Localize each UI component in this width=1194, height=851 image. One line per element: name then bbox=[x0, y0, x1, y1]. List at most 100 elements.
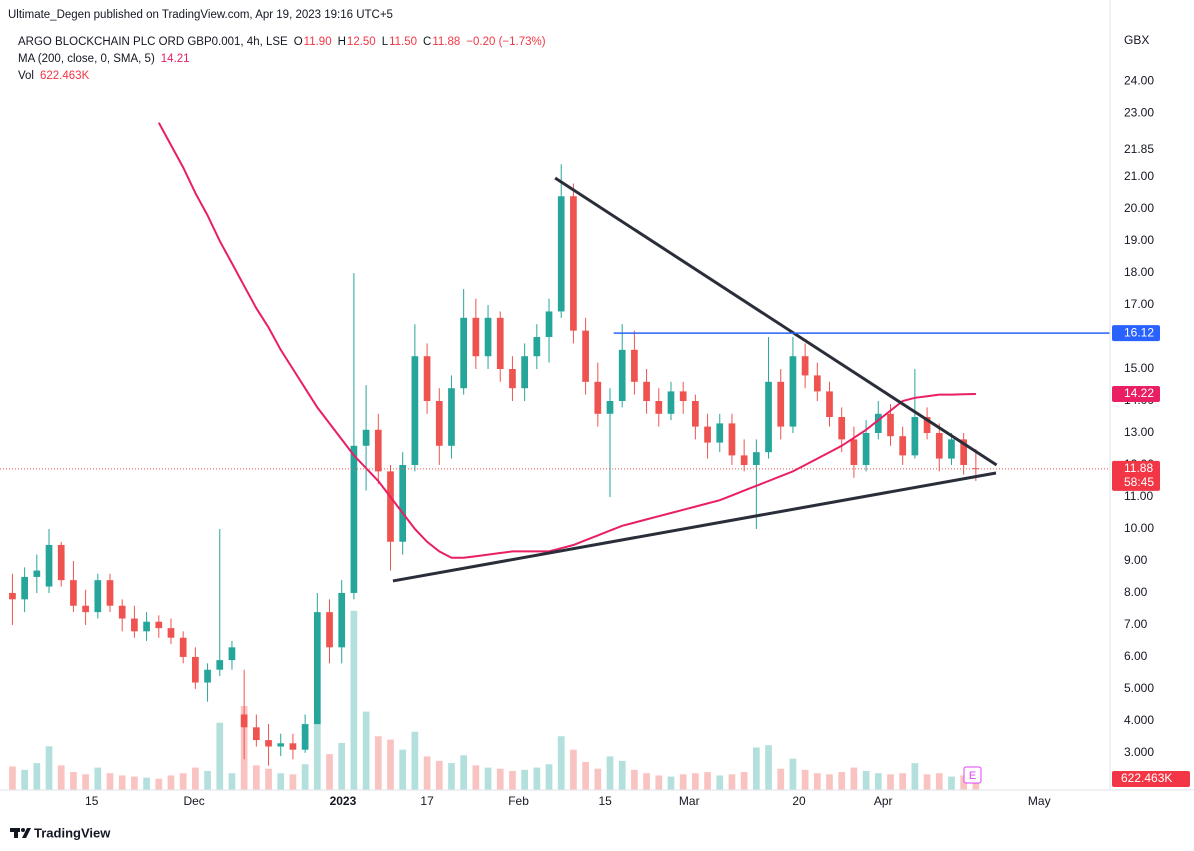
volume-bar bbox=[728, 774, 736, 790]
volume-bar bbox=[752, 747, 760, 790]
price-label-bg bbox=[1112, 141, 1160, 156]
ohlc-key: C bbox=[423, 36, 431, 48]
volume-bar bbox=[521, 769, 528, 790]
volume-bar bbox=[118, 775, 126, 790]
volume-bar bbox=[704, 772, 711, 790]
price-label-bg bbox=[1112, 385, 1160, 402]
brand-logo bbox=[10, 828, 31, 838]
candle-body bbox=[70, 580, 77, 606]
vol-value: 622.463K bbox=[40, 70, 90, 82]
x-tick-label: 2023 bbox=[330, 794, 357, 808]
volume-bar bbox=[911, 763, 919, 790]
candle-body bbox=[631, 349, 638, 382]
ma-line bbox=[157, 122, 976, 559]
volume-bar bbox=[448, 763, 455, 790]
volume-bar bbox=[106, 773, 114, 790]
candle-body bbox=[862, 432, 870, 465]
axes: 3.000 4.000 5.000 6.00 7.00 8.00 9.00 10.00 11.0… bbox=[85, 73, 1190, 808]
ohlc-value: 11.88 bbox=[432, 36, 460, 48]
candle-body bbox=[167, 628, 175, 638]
candle-body bbox=[484, 317, 492, 357]
y-tick-label: 11.00 bbox=[1124, 489, 1153, 503]
volume-bar bbox=[850, 767, 858, 790]
y-tick-label: 18.00 bbox=[1124, 265, 1154, 279]
volume-bar bbox=[557, 736, 565, 790]
volume-bar bbox=[326, 754, 333, 790]
candle-body bbox=[679, 391, 687, 402]
volume-bar bbox=[826, 774, 833, 790]
volume-bar bbox=[387, 739, 394, 790]
candle-body bbox=[350, 445, 358, 593]
candle-body bbox=[765, 381, 772, 453]
candle-body bbox=[606, 401, 614, 414]
candle-body bbox=[935, 432, 943, 459]
volume-bar bbox=[765, 745, 772, 790]
price-label: 11.88 bbox=[1124, 461, 1153, 475]
volume-bar bbox=[57, 765, 65, 790]
candle-body bbox=[460, 317, 468, 389]
brand: TradingView bbox=[34, 825, 111, 840]
candle-body bbox=[374, 429, 382, 472]
ma-value: 14.21 bbox=[161, 53, 190, 65]
volume-bar bbox=[606, 756, 614, 790]
candle-body bbox=[204, 669, 211, 683]
candle-body bbox=[192, 656, 199, 683]
candle-body bbox=[131, 618, 138, 632]
volume-bar bbox=[338, 742, 346, 790]
volume-bar bbox=[362, 711, 370, 790]
candle-body bbox=[252, 727, 260, 741]
y-tick-label: 7.00 bbox=[1124, 617, 1148, 631]
event-label[interactable]: E bbox=[969, 770, 976, 782]
volume-bar bbox=[460, 755, 468, 790]
candle-body bbox=[143, 621, 150, 632]
trendline bbox=[392, 471, 997, 583]
candle-body bbox=[313, 612, 321, 725]
y-tick-label: 13.00 bbox=[1124, 425, 1154, 439]
price-label-bg bbox=[1112, 460, 1160, 491]
y-tick-label: 9.00 bbox=[1124, 553, 1148, 567]
volume-bar bbox=[301, 764, 309, 790]
candle-body bbox=[582, 330, 589, 382]
volume-bar bbox=[862, 770, 870, 790]
y-tick-label: 21.00 bbox=[1124, 169, 1154, 183]
y-tick-label: 3.000 bbox=[1124, 745, 1154, 759]
candle-body bbox=[301, 724, 309, 750]
candle-body bbox=[887, 413, 894, 437]
publisher: Ultimate_Degen published on TradingView.… bbox=[8, 9, 393, 21]
volume-bar bbox=[801, 769, 809, 790]
y-tick-label: 6.00 bbox=[1124, 649, 1148, 663]
volume-bar bbox=[618, 760, 626, 790]
volume-bar bbox=[374, 736, 382, 790]
volume-bar bbox=[399, 749, 407, 790]
x-tick-label: May bbox=[1028, 794, 1051, 808]
volume-bar bbox=[33, 763, 41, 790]
price-label: 16.12 bbox=[1124, 325, 1154, 339]
candle-body bbox=[387, 471, 394, 542]
volume-bar bbox=[277, 773, 285, 790]
y-tick-label: 4.000 bbox=[1124, 713, 1154, 727]
candle-body bbox=[509, 369, 516, 389]
y-tick-label: 23.00 bbox=[1124, 105, 1154, 119]
ohlc-value: 11.90 bbox=[304, 36, 332, 48]
ohlc-value: 11.50 bbox=[389, 36, 417, 48]
volume-bar bbox=[777, 768, 785, 790]
price-label: 21.85 bbox=[1124, 142, 1154, 156]
volume-bar bbox=[45, 746, 53, 790]
x-tick-label: Apr bbox=[874, 794, 893, 808]
change: −0.20 (−1.73%) bbox=[466, 36, 545, 48]
candle-body bbox=[118, 605, 126, 619]
candle-body bbox=[533, 337, 541, 357]
candle-body bbox=[265, 740, 272, 747]
candle-body bbox=[179, 637, 187, 657]
candle-body bbox=[618, 349, 626, 402]
x-tick-label: Dec bbox=[183, 794, 204, 808]
volume-bar bbox=[472, 765, 480, 790]
candle-body bbox=[435, 401, 443, 446]
candle-body bbox=[545, 311, 553, 338]
volume-bar bbox=[82, 774, 89, 790]
candle-body bbox=[911, 416, 919, 456]
ohlc-key: L bbox=[382, 36, 389, 48]
candle-body bbox=[948, 439, 955, 459]
event-icon[interactable] bbox=[963, 766, 982, 784]
